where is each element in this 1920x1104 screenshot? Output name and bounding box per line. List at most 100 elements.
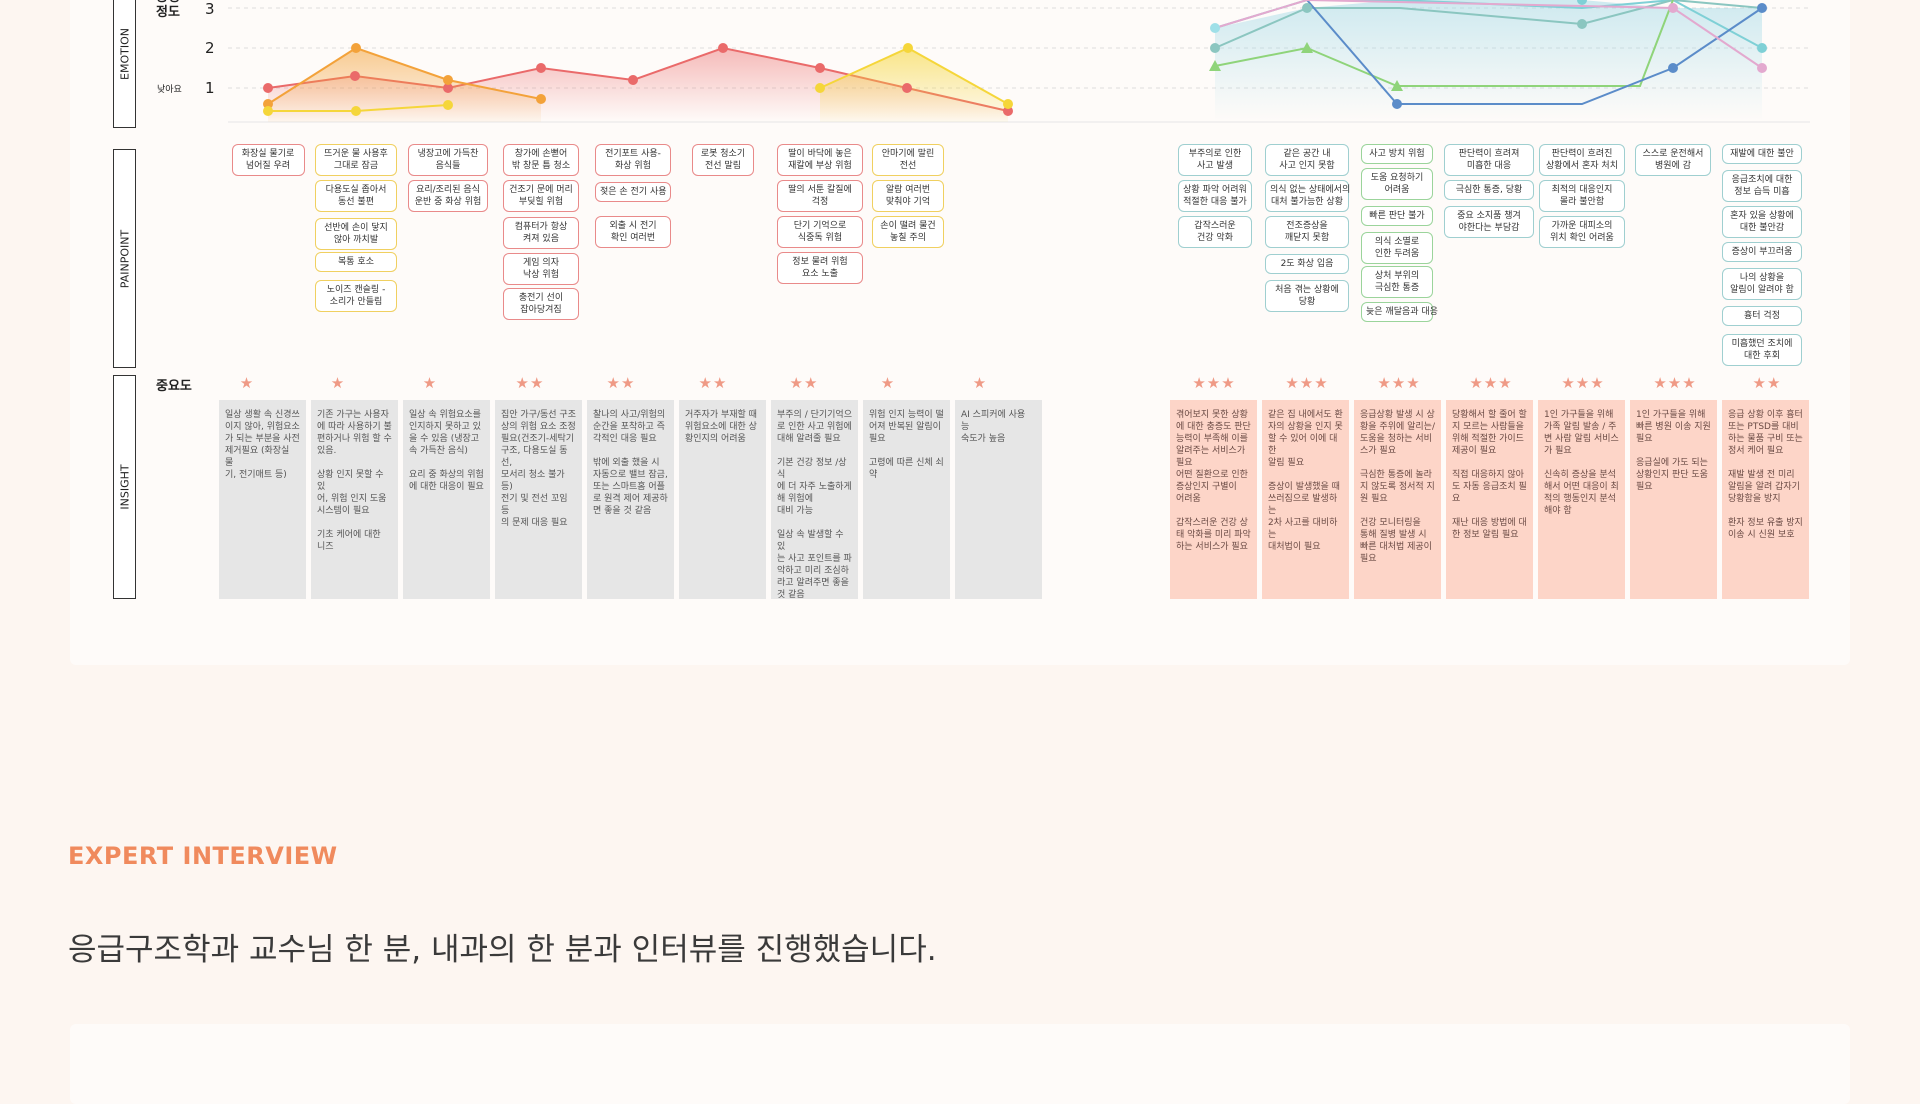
painpoint-item: 상처 부위의 극심한 통증 xyxy=(1361,266,1433,298)
series-pink-line xyxy=(1214,0,1763,69)
painpoint-item: 중요 소지품 챙겨 야한다는 부담감 xyxy=(1444,206,1534,238)
painpoint-item: 판단력이 흐려져 미흡한 대응 xyxy=(1444,144,1534,176)
painpoint-item: 컴퓨터가 항상 켜져 있음 xyxy=(503,217,579,249)
painpoint-item: 응급조치에 대한 정보 습득 미흡 xyxy=(1722,170,1802,202)
painpoint-item: 화장실 물기로 넘어질 우려 xyxy=(231,144,305,176)
painpoint-item: 건조기 문에 머리 부딪힐 위험 xyxy=(503,180,579,212)
series-orange-line xyxy=(267,46,542,105)
painpoint-item: 창가에 손뻗어 밖 창문 틈 청소 xyxy=(503,144,579,176)
y-tick-2: 2 xyxy=(205,39,215,57)
importance-star: ★★ xyxy=(698,374,728,392)
painpoint-item: 뜨거운 물 사용후 그대로 잠금 xyxy=(315,144,397,176)
painpoint-item: 냉장고에 가득찬 음식들 xyxy=(408,144,488,176)
series-teal2-line xyxy=(1214,0,1763,49)
insight-cell: 찰나의 사고/위험의 순간을 포착하고 즉 각적인 대응 필요 밖에 외출 했을… xyxy=(587,400,674,599)
painpoint-item: 손이 떨려 물건 놓칠 주의 xyxy=(872,216,944,248)
section-title: EXPERT INTERVIEW xyxy=(68,842,338,870)
painpoint-item: 2도 화상 입음 xyxy=(1265,254,1349,274)
importance-star: ★★★ xyxy=(1561,374,1605,392)
painpoint-item: 안마기에 말린 전선 xyxy=(872,144,944,176)
importance-star: ★★★ xyxy=(1377,374,1421,392)
painpoint-item: 갑작스러운 건강 악화 xyxy=(1178,216,1252,248)
insight-cell: 일상 생활 속 신경쓰 이지 않아, 위험요소 가 되는 부분을 사전 제거필요… xyxy=(219,400,306,599)
y-tick-1: 1 xyxy=(205,79,215,97)
insight-cell: 당황해서 할 줄어 할 지 모르는 사람들을 위해 적절한 가이드 제공이 필요… xyxy=(1446,400,1533,599)
painpoint-item: 사고 방치 위험 xyxy=(1361,144,1433,164)
importance-star: ★★ xyxy=(606,374,636,392)
painpoint-item: 의식 소멸로 인한 두려움 xyxy=(1361,232,1433,264)
painpoint-item: 의식 없는 상태에서의 대처 불가능한 상황 xyxy=(1265,180,1350,212)
next-card xyxy=(70,1024,1850,1104)
painpoint-item: 재발에 대한 불안 xyxy=(1722,144,1802,164)
series-blue-line xyxy=(1306,0,1763,105)
painpoint-item: 알람 여러번 맞춰야 기억 xyxy=(872,180,944,212)
painpoint-item: 최적의 대응인지 몰라 불안함 xyxy=(1539,180,1625,212)
painpoint-item: 부주의로 인한 사고 발생 xyxy=(1178,144,1252,176)
insight-cell: 위험 인지 능력이 떨 어져 반복된 알림이 필요 고령에 따른 신체 쇠 약 xyxy=(863,400,950,599)
painpoint-item: 증상이 부끄러움 xyxy=(1722,242,1802,262)
emotion-chart xyxy=(228,0,1810,123)
painpoint-item: 상황 파악 어려워 적절한 대응 불가 xyxy=(1178,180,1252,212)
painpoint-item: 가까운 대피소의 위치 확인 어려움 xyxy=(1539,216,1625,248)
insight-cell: 1인 가구들을 위해 빠른 병원 이송 지원 필요 응급실에 가도 되는 상황인… xyxy=(1630,400,1717,599)
insight-cell: AI 스피커에 사용 능 숙도가 높음 xyxy=(955,400,1042,599)
painpoint-item: 딸이 바닥에 놓은 재칼에 부상 위험 xyxy=(777,144,863,176)
painpoint-item: 복통 호소 xyxy=(315,252,397,272)
emotion-row-label: EMOTION xyxy=(113,0,136,128)
series-orange-area xyxy=(268,48,541,122)
painpoint-item: 외출 시 전기 확인 여러번 xyxy=(595,216,671,248)
insight-cell: 부주의 / 단기기억으 로 인한 사고 위험에 대해 알려줄 필요 기본 건강 … xyxy=(771,400,858,600)
painpoint-item: 요리/조리된 음식 운반 중 화상 위험 xyxy=(408,180,488,212)
painpoint-item: 노이즈 캔슬링 - 소리가 안들림 xyxy=(315,280,397,312)
painpoint-item: 나의 상황을 알림이 알려야 함 xyxy=(1722,268,1802,300)
painpoint-item: 다용도실 좁아서 동선 불편 xyxy=(315,180,397,212)
importance-star: ★ xyxy=(330,374,346,392)
painpoint-item: 게임 의자 낙상 위험 xyxy=(503,253,579,285)
insight-cell: 응급상황 발생 시 상 황을 주위에 알리는/ 도움을 청하는 서비 스가 필요… xyxy=(1354,400,1441,599)
painpoint-item: 정보 물려 위험 요소 노출 xyxy=(777,252,863,284)
importance-star: ★ xyxy=(239,374,255,392)
painpoint-item: 처음 겪는 상황에 당황 xyxy=(1265,280,1349,312)
emotion-low-label: 낮아요 xyxy=(157,85,182,95)
painpoint-item: 판단력이 흐려진 상황에서 혼자 처치 xyxy=(1539,144,1625,176)
importance-star: ★★★ xyxy=(1285,374,1329,392)
painpoint-item: 같은 공간 내 사고 인지 못함 xyxy=(1265,144,1349,176)
importance-label: 중요도 xyxy=(156,379,192,394)
importance-star: ★★ xyxy=(789,374,819,392)
painpoint-item: 흉터 걱정 xyxy=(1722,306,1802,326)
insight-cell: 응급 상황 이후 흉터 또는 PTSD를 대비 하는 물품 구비 또는 정서 케… xyxy=(1722,400,1809,599)
importance-star: ★ xyxy=(880,374,896,392)
painpoint-item: 빠른 판단 불가 xyxy=(1361,206,1433,226)
series-yellow-area xyxy=(820,48,1008,122)
painpoint-item: 극심한 통증, 당황 xyxy=(1444,180,1534,200)
painpoint-item: 충전기 선이 잡아당겨짐 xyxy=(503,288,579,320)
insight-cell: 겪어보지 못한 상황 에 대한 충증도 판단 능력이 부족해 이를 알려주는 서… xyxy=(1170,400,1257,599)
importance-star: ★★★ xyxy=(1469,374,1513,392)
emotion-scale-title: 긍정 정도 xyxy=(156,0,180,20)
importance-star: ★★★ xyxy=(1653,374,1697,392)
insight-row-label: INSIGHT xyxy=(113,375,136,599)
painpoint-item: 선반에 손이 닿지 않아 까치발 xyxy=(315,218,397,250)
painpoint-item: 젖은 손 전기 사용 xyxy=(595,182,671,202)
painpoint-item: 딸의 서툰 칼질에 걱정 xyxy=(777,180,863,212)
insight-cell: 같은 집 내에서도 환 자의 상황을 인지 못 할 수 있어 이에 대한 알림 … xyxy=(1262,400,1349,599)
series-points xyxy=(263,0,1767,116)
importance-star: ★ xyxy=(972,374,988,392)
painpoint-row-label: PAINPOINT xyxy=(113,149,136,368)
painpoint-item: 늦은 깨달음과 대응 xyxy=(1361,302,1438,322)
insight-cell: 거주자가 부재할 때 위험요소에 대한 상 황인지의 어려움 xyxy=(679,400,766,599)
painpoint-item: 미흡했던 조치에 대한 후회 xyxy=(1722,334,1802,366)
painpoint-item: 전조증상을 깨닫지 못함 xyxy=(1265,216,1349,248)
importance-star: ★★★ xyxy=(1192,374,1236,392)
importance-star: ★★ xyxy=(515,374,545,392)
insight-cell: 1인 가구들을 위해 가족 알림 발송 / 주 변 사람 알림 서비스 가 필요… xyxy=(1538,400,1625,599)
insight-cell: 집안 가구/동선 구조 상의 위험 요소 조정 필요(건조기-세탁기 구조, 다… xyxy=(495,400,582,599)
importance-star: ★★ xyxy=(1752,374,1782,392)
painpoint-item: 단기 기억으로 식중독 위험 xyxy=(777,216,863,248)
insight-cell: 일상 속 위험요소를 인지하지 못하고 있 을 수 있음 (냉장고 속 가득찬 … xyxy=(403,400,490,599)
painpoint-item: 스스로 운전해서 병원에 감 xyxy=(1635,144,1711,176)
insight-cell: 기존 가구는 사용자 에 따라 사용하기 불 편하거나 위험 할 수 있음. 상… xyxy=(311,400,398,599)
painpoint-item: 혼자 있을 상황에 대한 불안감 xyxy=(1722,206,1802,238)
painpoint-item: 전기포트 사용- 화상 위험 xyxy=(595,144,671,176)
series-cluster-area xyxy=(1215,0,1762,122)
